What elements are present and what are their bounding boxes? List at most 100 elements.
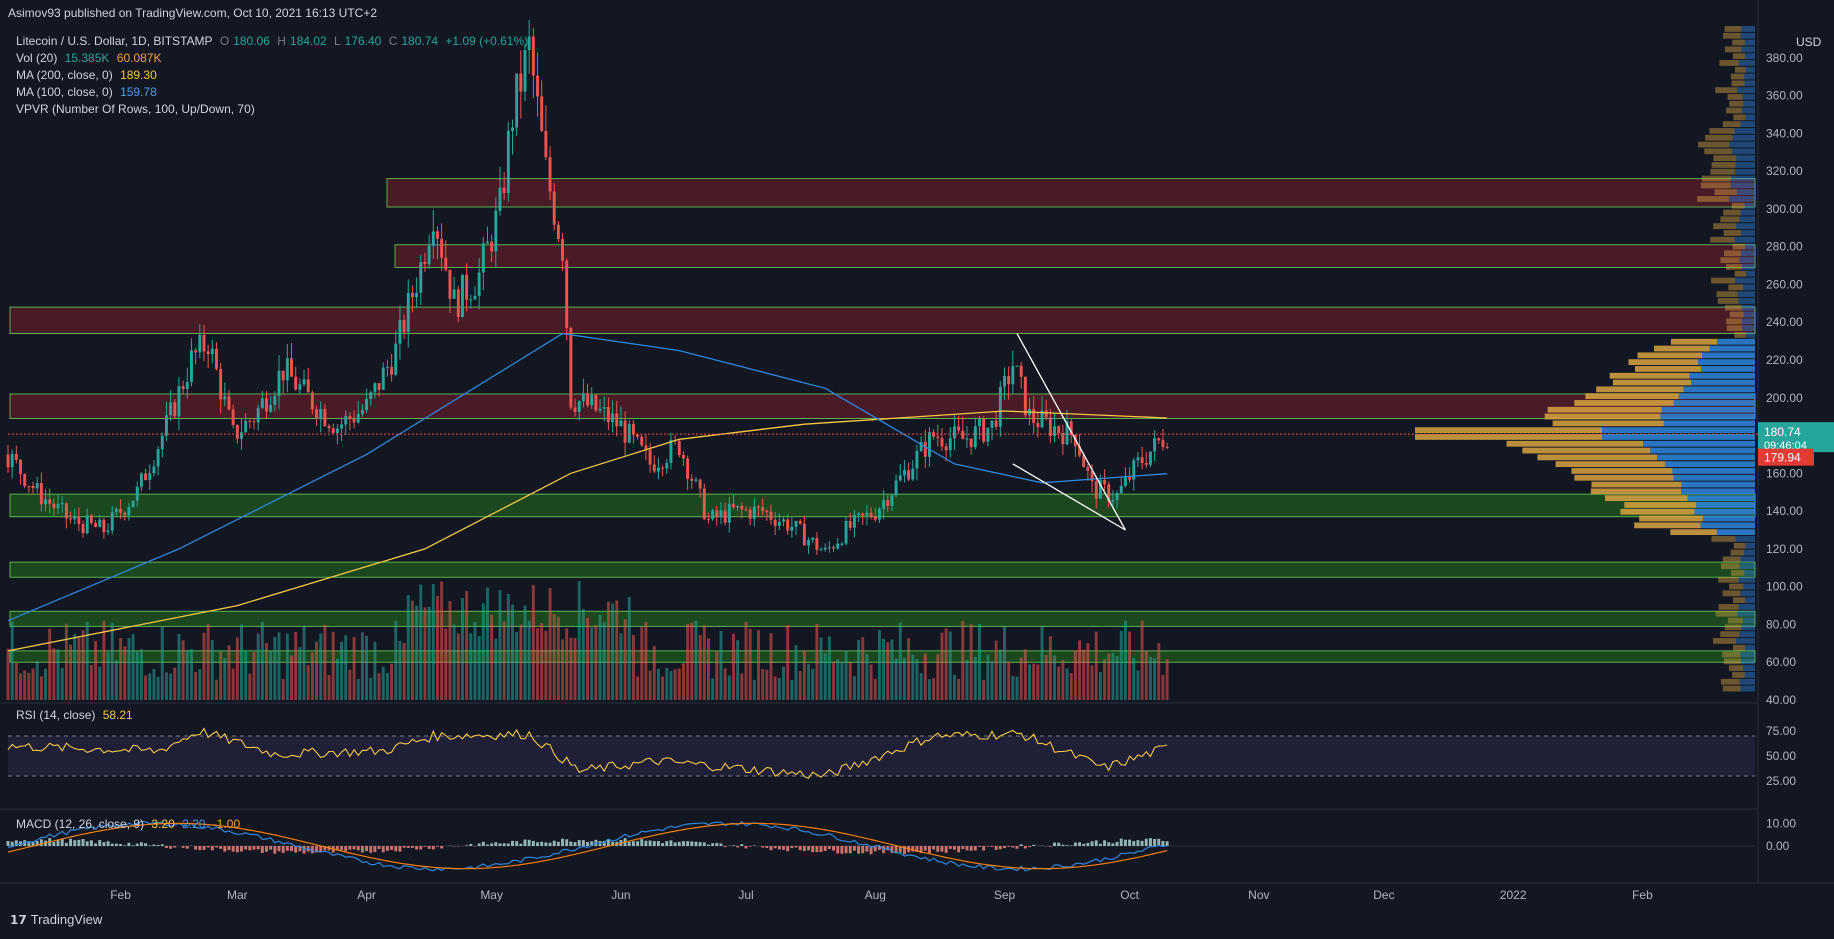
candle-body bbox=[469, 299, 473, 301]
macd-histogram-bar bbox=[131, 845, 135, 846]
candle-body bbox=[1086, 467, 1090, 471]
volume-bar bbox=[127, 638, 131, 700]
footer-brand[interactable]: 𝟭𝟳 TradingView bbox=[10, 912, 102, 927]
macd-histogram-bar bbox=[744, 846, 748, 849]
time-tick-label: Dec bbox=[1373, 888, 1394, 902]
volume-bar bbox=[1115, 656, 1119, 700]
candle-body bbox=[415, 292, 419, 298]
vp-up-row bbox=[1744, 73, 1755, 80]
macd-histogram-bar bbox=[215, 846, 218, 848]
volume-bar bbox=[1123, 620, 1127, 700]
macd-histogram-bar bbox=[544, 842, 548, 846]
candle-body bbox=[919, 441, 923, 452]
vp-down-row bbox=[1720, 216, 1740, 223]
volume-bar bbox=[519, 624, 523, 700]
vp-down-row bbox=[1698, 141, 1730, 148]
volume-bar bbox=[773, 676, 777, 700]
rsi-band bbox=[8, 736, 1755, 776]
volume-bar bbox=[869, 664, 873, 700]
macd-histogram-bar bbox=[152, 844, 156, 846]
volume-bar bbox=[1032, 663, 1036, 700]
price-tick-label: 260.00 bbox=[1766, 277, 1803, 291]
macd-histogram-bar bbox=[765, 846, 769, 848]
volume-bar bbox=[844, 650, 848, 700]
macd-histogram-bar bbox=[1153, 838, 1157, 846]
macd-histogram-bar bbox=[644, 840, 648, 846]
volume-bar bbox=[427, 606, 431, 700]
macd-histogram-bar bbox=[294, 846, 298, 853]
current-price-badge bbox=[1758, 422, 1834, 453]
vp-up-row bbox=[1739, 678, 1755, 685]
macd-histogram-bar bbox=[1132, 841, 1136, 846]
vp-up-row bbox=[1744, 80, 1755, 87]
vp-down-row bbox=[1720, 631, 1740, 638]
vp-down-row bbox=[1620, 508, 1695, 515]
macd-histogram-bar bbox=[23, 840, 27, 846]
vp-down-row bbox=[1552, 420, 1664, 427]
volume-bar bbox=[444, 628, 448, 700]
candle-body bbox=[894, 480, 898, 496]
volume-bar bbox=[481, 603, 485, 700]
candle-body bbox=[402, 320, 406, 333]
macd-histogram-bar bbox=[823, 846, 827, 851]
candle-body bbox=[965, 438, 969, 440]
candle-body bbox=[202, 334, 206, 352]
volume-bar bbox=[794, 645, 798, 700]
candle-body bbox=[406, 292, 410, 333]
candle-body bbox=[323, 408, 327, 426]
volume-bar bbox=[1078, 640, 1082, 700]
candle-body bbox=[1161, 440, 1165, 448]
volume-bar bbox=[1069, 673, 1073, 700]
vp-up-row bbox=[1744, 243, 1755, 250]
volume-bar bbox=[1048, 636, 1052, 700]
candle-body bbox=[360, 410, 364, 414]
candle-body bbox=[169, 402, 173, 416]
candle-body bbox=[727, 503, 731, 523]
price-tick-label: 100.00 bbox=[1766, 580, 1803, 594]
volume-bar bbox=[978, 623, 981, 700]
price-tick-label: 240.00 bbox=[1766, 315, 1803, 329]
vp-down-row bbox=[1722, 651, 1741, 658]
candle-body bbox=[219, 369, 223, 400]
vp-down-row bbox=[1722, 556, 1741, 563]
macd-histogram-bar bbox=[481, 841, 485, 846]
candle-body bbox=[135, 486, 139, 501]
macd-histogram-bar bbox=[515, 841, 519, 846]
candle-body bbox=[31, 486, 35, 489]
resistance-zone bbox=[386, 178, 1756, 208]
candle-body bbox=[177, 386, 181, 417]
volume-bar bbox=[94, 641, 98, 700]
volume-bar bbox=[252, 651, 256, 700]
volume-bar bbox=[652, 645, 656, 700]
time-tick-label: 2022 bbox=[1500, 888, 1527, 902]
macd-histogram-bar bbox=[869, 846, 873, 855]
volume-bar bbox=[1007, 661, 1011, 700]
vp-up-row bbox=[1741, 304, 1755, 311]
candle-body bbox=[98, 519, 102, 528]
vp-up-row bbox=[1738, 604, 1755, 610]
candle-body bbox=[836, 543, 840, 549]
vp-up-row bbox=[1742, 284, 1755, 291]
vp-up-row bbox=[1661, 406, 1755, 413]
vp-up-row bbox=[1737, 87, 1755, 94]
vp-up-row bbox=[1743, 311, 1755, 318]
macd-histogram-bar bbox=[982, 846, 986, 851]
candle-body bbox=[1053, 426, 1056, 436]
candle-body bbox=[744, 509, 748, 511]
candle-body bbox=[381, 367, 385, 390]
vp-down-row bbox=[1713, 155, 1737, 162]
candle-body bbox=[1157, 438, 1161, 441]
vp-down-row bbox=[1730, 549, 1745, 556]
volume-bar bbox=[1086, 642, 1090, 700]
vp-up-row bbox=[1602, 434, 1755, 440]
macd-histogram-bar bbox=[1057, 842, 1061, 846]
candle-body bbox=[1057, 426, 1061, 434]
volume-bar bbox=[861, 637, 865, 700]
macd-histogram-bar bbox=[344, 846, 348, 852]
volume-bar bbox=[877, 629, 881, 700]
vp-down-row bbox=[1634, 522, 1701, 529]
macd-histogram-bar bbox=[164, 846, 168, 849]
candle-body bbox=[1153, 438, 1157, 452]
candle-body bbox=[873, 516, 877, 520]
